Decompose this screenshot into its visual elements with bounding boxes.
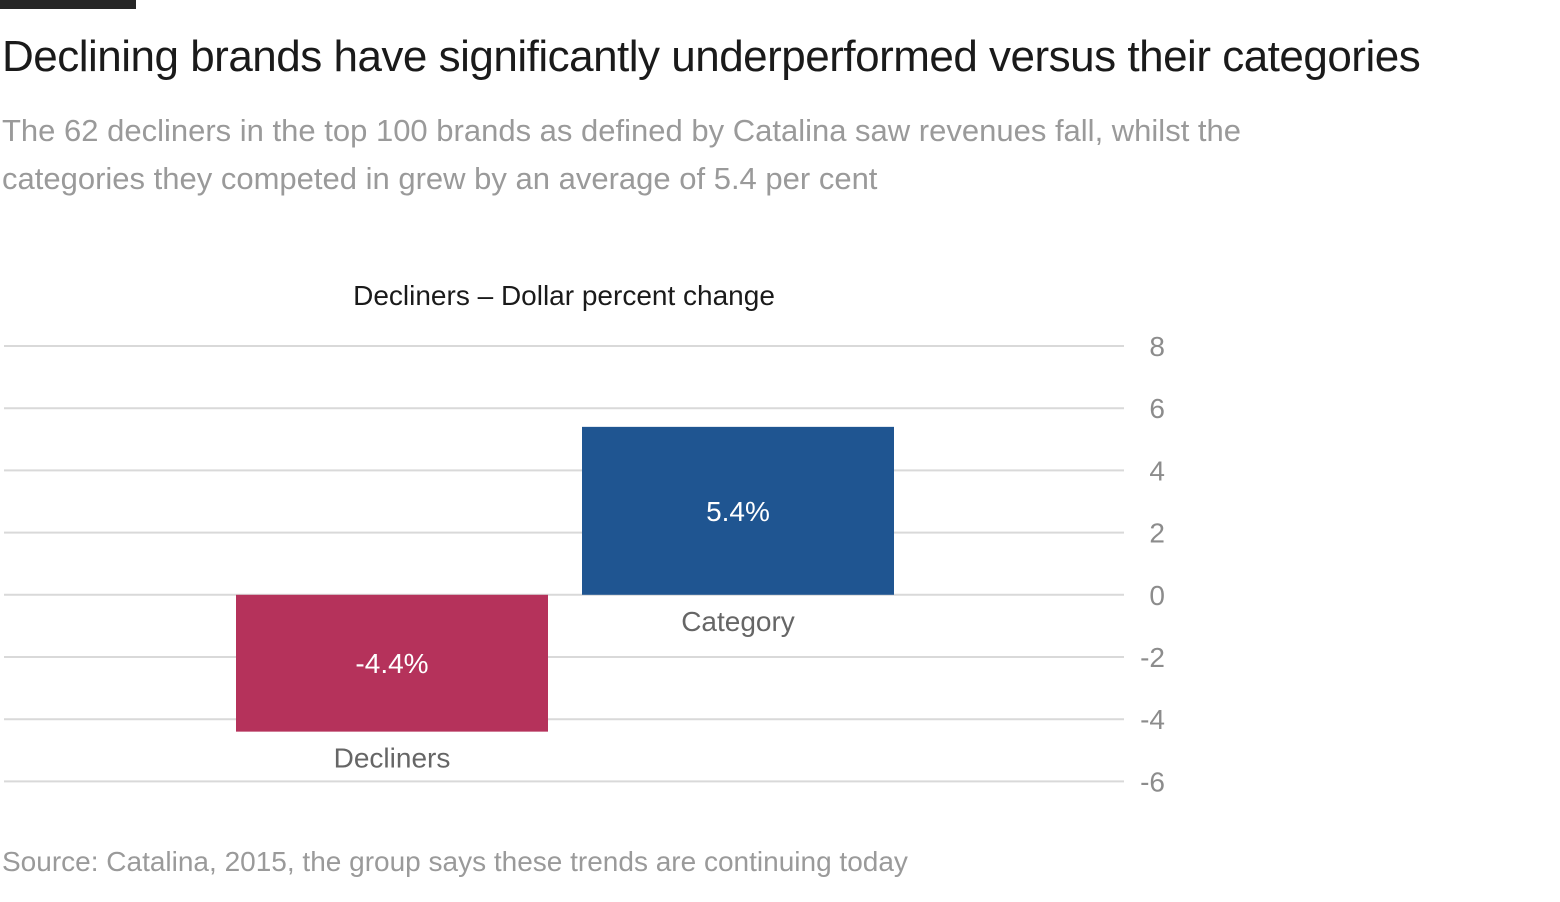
chart-title: Decliners – Dollar percent change bbox=[353, 280, 775, 311]
y-tick-label: 6 bbox=[1149, 393, 1165, 424]
data-label: -4.4% bbox=[355, 648, 428, 679]
y-tick-label: -4 bbox=[1140, 704, 1165, 735]
bar-chart: 8 6 4 2 0 -2 -4 -6 -4.4% Decliners 5.4% Category bbox=[4, 331, 1165, 797]
bar-decliners bbox=[236, 594, 548, 732]
y-tick-label: 0 bbox=[1149, 580, 1165, 611]
bar-category bbox=[582, 426, 894, 595]
y-tick-label: 4 bbox=[1149, 455, 1165, 486]
y-tick-label: -2 bbox=[1140, 642, 1165, 673]
y-tick-label: 2 bbox=[1149, 518, 1165, 549]
top-rule bbox=[0, 0, 136, 9]
source-note: Source: Catalina, 2015, the group says t… bbox=[2, 846, 908, 877]
y-tick-label: -6 bbox=[1140, 766, 1165, 797]
data-label: 5.4% bbox=[706, 496, 770, 527]
y-tick-label: 8 bbox=[1149, 331, 1165, 362]
bar-labels: -4.4% Decliners 5.4% Category bbox=[334, 496, 795, 774]
headline: Declining brands have significantly unde… bbox=[2, 32, 1421, 81]
subtitle: The 62 decliners in the top 100 brands a… bbox=[2, 113, 1242, 196]
gridlines bbox=[4, 345, 1124, 783]
bars bbox=[236, 426, 894, 732]
category-label: Decliners bbox=[334, 743, 451, 774]
category-label: Category bbox=[681, 606, 795, 637]
y-axis-ticks: 8 6 4 2 0 -2 -4 -6 bbox=[1140, 331, 1165, 797]
